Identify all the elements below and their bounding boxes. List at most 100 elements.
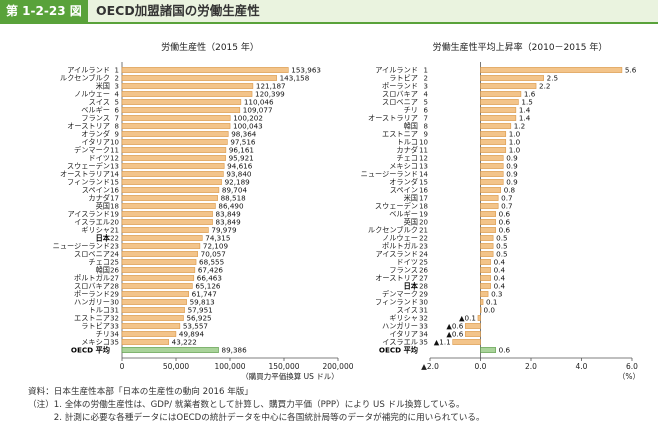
- left-rank-label: 9: [115, 131, 119, 139]
- right-bar: [480, 147, 507, 153]
- left-category-label: トルコ: [89, 306, 110, 315]
- left-bar: [121, 155, 226, 161]
- right-data-label: 1.4: [519, 114, 531, 123]
- left-category-label: スロバキア: [74, 282, 110, 291]
- left-rank-label: 12: [110, 155, 119, 163]
- left-rank-label: 14: [110, 171, 119, 179]
- left-bar: [121, 283, 193, 289]
- left-category-label: フランス: [81, 114, 110, 123]
- left-bar: [121, 219, 213, 225]
- right-category-label: フランス: [389, 266, 418, 275]
- left-category-label: アイスランド: [67, 210, 110, 219]
- right-data-label: 0.8: [504, 186, 516, 195]
- left-rank-label: 32: [110, 315, 119, 323]
- right-category-label: チリ: [404, 106, 418, 115]
- right-data-label: 2.2: [539, 82, 550, 91]
- right-bar: [480, 275, 491, 281]
- left-category-label: ルクセンブルク: [60, 74, 110, 83]
- right-bar: [480, 99, 519, 105]
- left-category-label: フィンランド: [67, 178, 110, 187]
- source-note: 資料：日本生産性本部「日本の生産性の動向 2016 年版」: [28, 387, 253, 397]
- left-bar: [121, 259, 197, 265]
- right-rank-label: 34: [419, 331, 428, 339]
- right-rank-label: 11: [419, 147, 428, 155]
- left-rank-label: 31: [110, 307, 119, 315]
- left-category-label: オーストリア: [67, 122, 110, 131]
- left-rank-label: 4: [115, 91, 120, 99]
- right-tick-label: ▲2.0: [421, 362, 439, 371]
- right-category-label: アイスランド: [375, 250, 418, 259]
- left-bar: [121, 339, 169, 345]
- right-bar: [480, 259, 491, 265]
- left-bar: [121, 83, 254, 89]
- left-bar: [121, 227, 209, 233]
- right-rank-label: 6: [424, 107, 429, 115]
- right-category-label: スロバキア: [382, 90, 418, 99]
- left-data-label: 49,894: [179, 330, 205, 339]
- left-data-label: 143,158: [280, 74, 310, 83]
- right-rank-label: 18: [419, 203, 428, 211]
- right-data-label: 0.9: [506, 162, 518, 171]
- right-data-label: 5.6: [625, 66, 637, 75]
- left-bar: [121, 203, 216, 209]
- right-category-label: スウェーデン: [375, 202, 418, 211]
- left-category-label: エストニア: [74, 314, 110, 323]
- right-category-label: スロベニア: [382, 98, 418, 107]
- left-category-label: ノルウェー: [74, 90, 110, 99]
- left-bar: [121, 347, 219, 353]
- left-data-label: 89,704: [222, 186, 248, 195]
- right-bar: [480, 283, 491, 289]
- right-data-label: 0.4: [494, 282, 506, 291]
- right-rank-label: 32: [419, 315, 428, 323]
- right-tick-label: 2.0: [525, 362, 537, 371]
- right-bar: [480, 107, 517, 113]
- left-category-label: カナダ: [88, 194, 110, 203]
- left-category-label: イスラエル: [74, 218, 110, 227]
- right-category-label: アイルランド: [375, 66, 418, 75]
- right-rank-label: 17: [419, 195, 428, 203]
- left-category-label: チェコ: [88, 258, 110, 267]
- left-data-label: 83,849: [216, 218, 242, 227]
- left-rank-label: 17: [110, 195, 119, 203]
- left-category-label: ニュージーランド: [53, 242, 110, 251]
- right-chart-title: 労働生産性平均上昇率（2010－2015 年）: [433, 41, 608, 53]
- note-1: （注）1. 全体の労働生産性は、GDP/ 就業者数として計算し、購買力平価（PP…: [28, 400, 465, 410]
- right-category-label: ルクセンブルク: [368, 226, 418, 235]
- right-category-label: フィンランド: [375, 298, 418, 307]
- left-rank-label: 21: [110, 227, 119, 235]
- right-bar: [480, 163, 504, 169]
- right-rank-label: 28: [419, 283, 428, 291]
- right-bar: [480, 91, 522, 97]
- left-bar: [121, 307, 185, 313]
- left-rank-label: 23: [110, 243, 119, 251]
- right-rank-label: 3: [424, 83, 428, 91]
- right-data-label: 0.9: [506, 154, 518, 163]
- left-chart-title: 労働生産性（2015 年）: [161, 41, 259, 53]
- right-bar: [465, 331, 481, 337]
- left-category-label: スウェーデン: [67, 162, 110, 171]
- right-data-label: 1.0: [509, 146, 521, 155]
- right-category-label: OECD 平均: [379, 346, 418, 355]
- left-bar: [121, 179, 222, 185]
- right-bar: [480, 307, 482, 313]
- left-rank-label: 2: [115, 75, 119, 83]
- right-rank-label: 21: [419, 227, 428, 235]
- right-category-label: 英国: [404, 218, 418, 227]
- left-data-label: 120,399: [255, 90, 285, 99]
- right-data-label: 0.6: [499, 226, 511, 235]
- right-bar: [480, 227, 496, 233]
- right-data-label: 0.5: [496, 242, 507, 251]
- right-rank-label: 12: [419, 155, 428, 163]
- left-rank-label: 3: [115, 83, 119, 91]
- left-rank-label: 10: [110, 139, 119, 147]
- left-bar: [121, 91, 253, 97]
- right-bar: [480, 171, 504, 177]
- left-rank-label: 35: [110, 339, 119, 347]
- right-bar: [480, 203, 499, 209]
- left-category-label: ドイツ: [88, 154, 110, 163]
- right-bar: [480, 123, 512, 129]
- right-rank-label: 14: [419, 171, 428, 179]
- right-rank-label: 15: [419, 179, 428, 187]
- left-bar: [121, 107, 241, 113]
